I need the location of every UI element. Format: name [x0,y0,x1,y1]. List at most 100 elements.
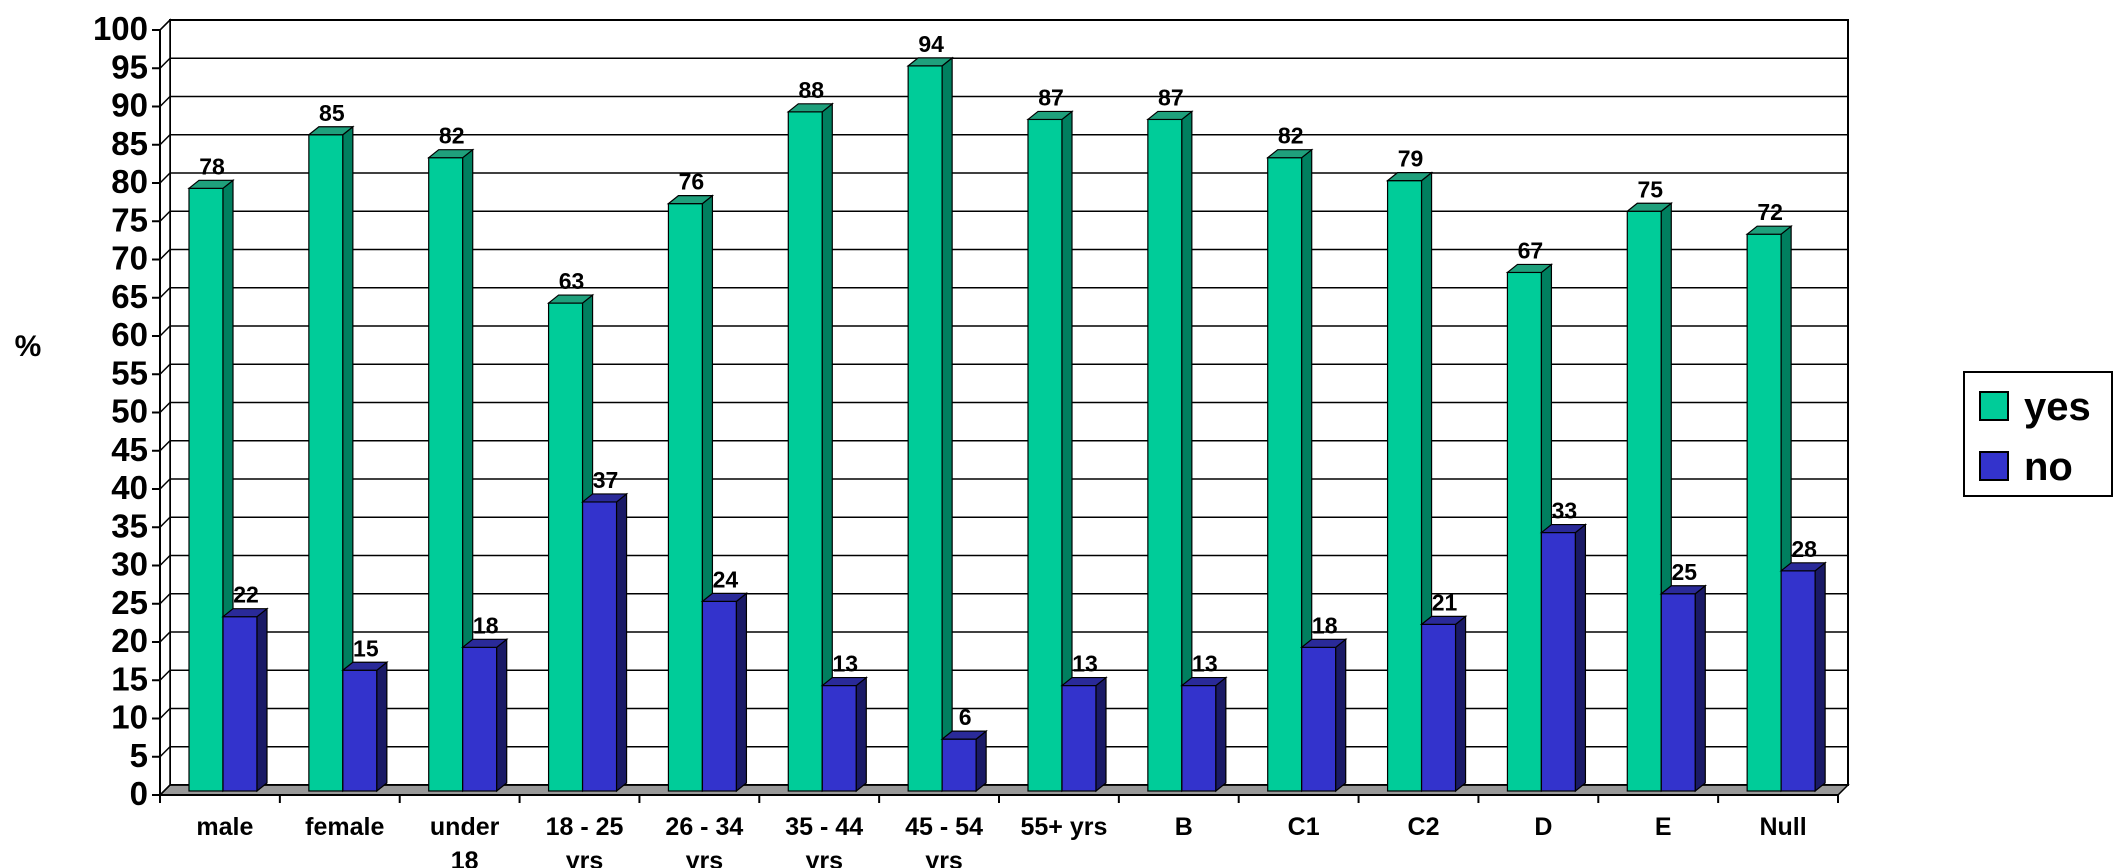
data-label-yes: 88 [798,77,824,103]
bar-front [1027,118,1063,792]
bar-top [187,179,235,189]
x-tick-label: Null [1759,813,1806,841]
data-label-yes: 82 [1278,123,1304,149]
bar-top [820,676,868,687]
data-label-no: 15 [353,635,379,661]
bar-side [1335,638,1347,793]
bar-top [1385,172,1434,182]
bar-front [222,616,258,792]
gridline-side [159,593,171,605]
bar-top [1300,638,1348,648]
data-label-no: 13 [1072,651,1098,677]
axes [152,29,1839,803]
gridline-side [159,210,171,222]
bar-top [1026,110,1074,121]
x-tick-label: 18 - 25 yrs [546,813,624,868]
bar-top [940,730,988,740]
bar-top [1779,562,1827,572]
gridline-side [159,478,171,490]
bar-front [308,134,344,792]
y-tick-label: 85 [111,125,148,162]
bar-side [615,492,628,793]
bar-side [735,592,748,793]
bar-side [256,607,268,793]
bar-top [1659,585,1707,595]
bar-front [1506,271,1543,792]
gridline-side [159,669,171,681]
x-tick-label: 35 - 44 yrs [785,813,863,868]
y-tick-label: 30 [111,546,148,583]
y-tick-label: 75 [111,201,148,238]
tick-labels: 0510152025303540455055606570758085909510… [93,10,1807,868]
x-tick-label: female [305,813,384,841]
bar-side [941,56,953,793]
data-label-yes: 79 [1398,146,1424,172]
bar-yes [1385,171,1434,793]
gridline-side [159,134,171,146]
bar-side [1215,676,1227,793]
bar-front [787,111,823,792]
bar-front [1267,157,1303,792]
y-tick-label: 65 [111,278,148,315]
y-tick-label: 15 [111,660,148,697]
data-label-no: 6 [959,704,972,730]
bar-no [820,676,868,793]
data-label-no: 21 [1432,589,1458,615]
gridlines [158,18,1850,797]
bar-top [1505,263,1554,274]
legend-label-no: no [2024,445,2073,489]
gridline-side [159,554,171,567]
data-label-no: 13 [832,651,858,677]
x-tick-label: C1 [1288,813,1320,841]
bar-no [1180,676,1228,793]
data-label-yes: 67 [1518,237,1544,263]
y-tick-label: 55 [111,354,148,391]
bar-no [461,638,509,793]
gridline-side [159,784,171,796]
y-tick-label: 70 [111,240,148,277]
x-tick-label: under 18 [430,813,500,868]
data-label-no: 18 [473,612,499,638]
data-label-yes: 85 [319,100,345,126]
bar-front [462,646,498,792]
y-tick-label: 60 [111,316,148,353]
bar-front [342,669,378,792]
x-tick-label: 45 - 54 yrs [905,813,983,868]
gridline-side [159,19,171,31]
data-labels: 78 22 85 15 82 18 63 37 76 24 88 13 94 6 87 13 87 13 82 18 7… [199,31,1817,730]
x-tick-label: male [196,813,253,841]
data-label-no: 33 [1552,498,1578,524]
bar-side [1694,584,1706,793]
y-tick-label: 90 [111,87,148,124]
gridline-side [159,57,171,69]
bar-front [907,65,943,792]
data-label-yes: 63 [559,268,585,294]
bar-front [1061,684,1097,792]
data-label-yes: 87 [1038,84,1064,110]
bar-top [1539,523,1588,534]
legend-swatch-yes [1979,391,2009,421]
bar-front [428,157,464,792]
plot-floor [158,784,1850,796]
y-axis-label: % [15,330,42,363]
y-tick-label: 95 [111,48,148,85]
x-tick-label: 55+ yrs [1020,813,1107,841]
bar-front [581,501,618,792]
data-label-yes: 82 [439,123,465,149]
y-tick-label: 35 [111,507,148,544]
data-label-yes: 72 [1757,199,1783,225]
x-tick-label: C2 [1408,813,1440,841]
bar-yes [786,102,834,793]
bar-no [1539,523,1588,793]
bar-front [1540,531,1577,792]
gridline-side [159,248,171,261]
bar-top [307,126,355,136]
bar-side [1814,561,1826,793]
bar-top [1146,110,1194,121]
data-label-yes: 76 [679,169,705,195]
bar-front [701,600,738,792]
data-label-no: 22 [233,582,259,608]
y-tick-label: 5 [130,737,148,774]
bar-front [1147,118,1183,792]
